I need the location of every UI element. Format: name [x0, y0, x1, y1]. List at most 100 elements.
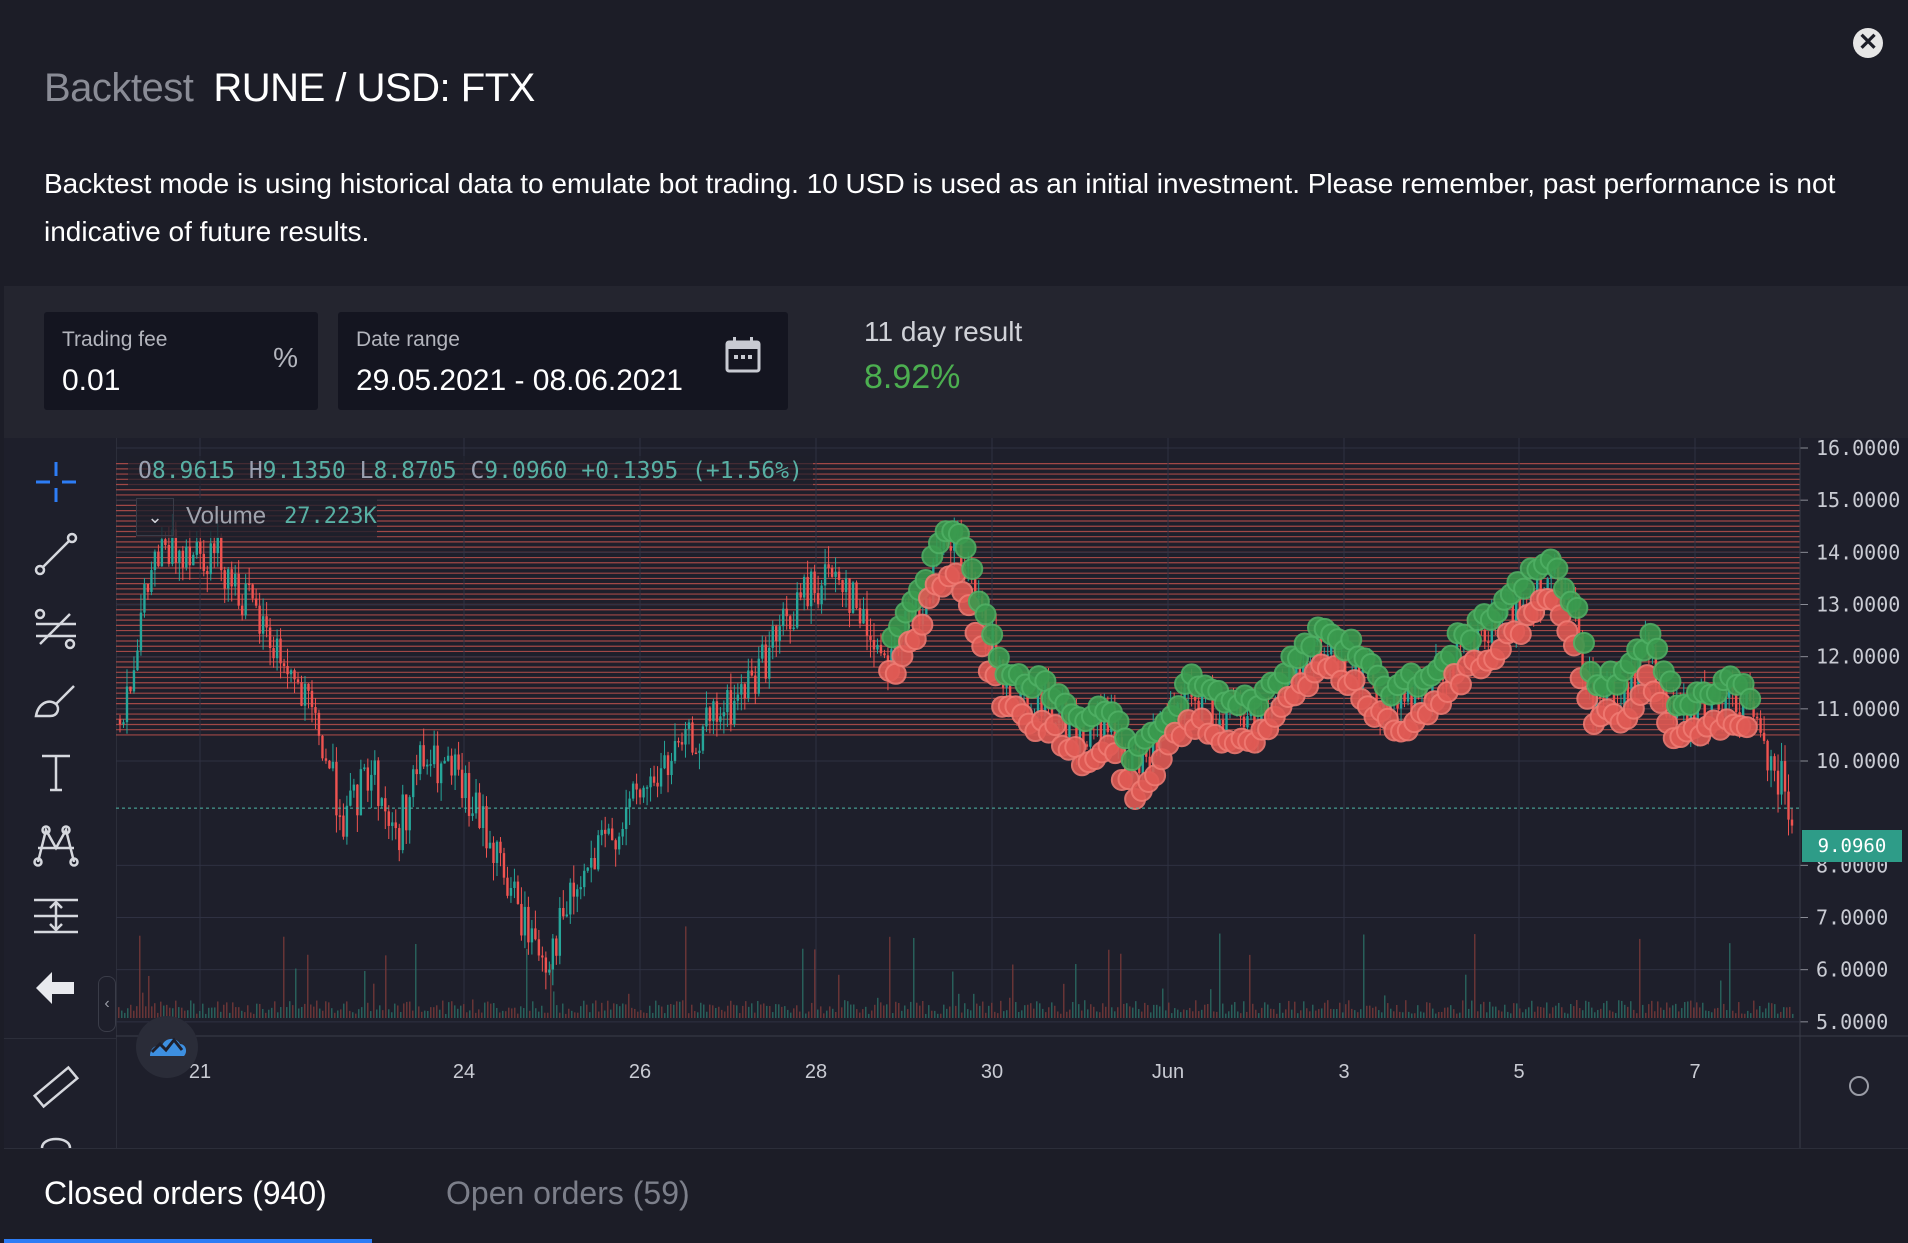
volume-bar [1180, 1012, 1182, 1018]
volume-bar [1096, 1011, 1098, 1018]
volume-bar [730, 1000, 732, 1018]
volume-bar [901, 1010, 903, 1018]
volume-bar [1324, 1002, 1326, 1018]
toolbar-collapse-button[interactable]: ‹ [98, 976, 116, 1032]
crosshair-icon[interactable] [30, 456, 82, 508]
calendar-icon[interactable] [724, 336, 762, 374]
volume-bar [478, 1009, 480, 1018]
measure-range-icon[interactable] [30, 890, 82, 942]
candle-body [359, 769, 363, 816]
tab-closed-orders[interactable]: Closed orders (940) [44, 1175, 327, 1211]
toolbar-divider [4, 1038, 116, 1039]
volume-bar [766, 1005, 768, 1018]
candle-body [638, 789, 642, 798]
candle-body [418, 745, 422, 775]
candle-body [757, 658, 760, 694]
volume-bar [361, 1007, 363, 1018]
candle-body [1776, 770, 1780, 795]
volume-bar [709, 1004, 711, 1018]
candle-body [1511, 597, 1514, 635]
volume-bar [1204, 1004, 1206, 1018]
volume-bar [1507, 1011, 1509, 1018]
volume-bar [1267, 1004, 1269, 1018]
text-tool-icon[interactable] [30, 746, 82, 798]
pattern-tool-icon[interactable] [30, 818, 82, 870]
volume-bar [268, 1009, 270, 1018]
volume-bar [1732, 1010, 1734, 1018]
volume-bar [949, 1006, 951, 1018]
brush-icon[interactable] [30, 674, 82, 726]
volume-bar [787, 1009, 789, 1018]
volume-bar [250, 1012, 252, 1018]
candle-body [237, 573, 240, 606]
volume-bar [142, 992, 144, 1018]
volume-bar [1456, 1013, 1458, 1018]
volume-bar [1558, 1002, 1560, 1018]
tab-open-orders[interactable]: Open orders (59) [446, 1175, 690, 1211]
volume-bar [331, 1008, 333, 1018]
chart-area[interactable]: ‹ 16.0000 15.0000 14.0000 13.0000 12.0000 11.… [4, 438, 1908, 1148]
volume-bar [403, 1003, 405, 1018]
volume-bar [715, 1007, 717, 1018]
volume-bar [1744, 1013, 1746, 1018]
price-chart[interactable]: 16.0000 15.0000 14.0000 13.0000 12.0000 11.00… [116, 438, 1908, 1148]
candle-body [289, 670, 293, 675]
volume-bar [1336, 1009, 1338, 1018]
volume-bar [706, 1011, 708, 1018]
volume-bar [1432, 1008, 1434, 1018]
volume-bar [640, 1010, 642, 1018]
candle-body [541, 955, 544, 958]
volume-bar [1192, 1011, 1194, 1018]
x-tick-label: 21 [189, 1061, 211, 1083]
volume-bar [1411, 1013, 1413, 1018]
volume-bar [316, 1000, 318, 1018]
tradingview-logo-icon[interactable] [136, 1016, 198, 1078]
trading-fee-field[interactable]: Trading fee 0.01 % [44, 312, 318, 410]
volume-bar [511, 1008, 513, 1018]
date-range-input[interactable]: 29.05.2021 - 08.06.2021 [356, 364, 683, 397]
candle-body [705, 707, 708, 727]
volume-bar [1690, 1000, 1692, 1018]
candle-body [122, 722, 125, 725]
volume-bar [781, 1006, 783, 1018]
trading-fee-input[interactable]: 0.01 [62, 364, 121, 397]
close-button[interactable]: ✕ [1853, 28, 1883, 58]
trend-line-icon[interactable] [30, 528, 82, 580]
candle-body [778, 626, 781, 642]
settings-gear-icon[interactable] [1849, 1076, 1869, 1096]
volume-bar [292, 1005, 294, 1018]
volume-bar [859, 1012, 861, 1018]
sell-order-marker [1509, 623, 1532, 646]
volume-bar [724, 1011, 726, 1018]
ruler-icon[interactable] [30, 1062, 82, 1114]
candle-body [656, 782, 659, 787]
candle-body [844, 578, 848, 593]
volume-bar [904, 1005, 906, 1018]
candle-body [841, 579, 844, 593]
candle-body [216, 536, 219, 554]
volume-bar [1144, 1002, 1146, 1018]
chevron-down-icon[interactable]: ⌄ [136, 498, 174, 536]
backtest-modal: ✕ Backtest RUNE / USD: FTX Backtest mode … [4, 0, 1908, 1243]
candle-body [471, 813, 474, 816]
volume-bar [850, 1004, 852, 1018]
candle-body [848, 578, 851, 613]
volume-bar [295, 968, 297, 1018]
volume-bar [394, 1003, 396, 1018]
candle-body [649, 776, 652, 788]
magnet-icon[interactable] [30, 1128, 82, 1148]
candle-body [544, 957, 548, 973]
drawing-toolbar [4, 438, 117, 1148]
candle-body [530, 928, 534, 943]
date-range-field[interactable]: Date range 29.05.2021 - 08.06.2021 [338, 312, 788, 410]
volume-bar [1363, 934, 1365, 1018]
volume-bar [1360, 1009, 1362, 1018]
candle-body [617, 836, 621, 850]
volume-bar [568, 1008, 570, 1018]
back-arrow-icon[interactable] [30, 962, 82, 1014]
volume-bar [406, 1001, 408, 1018]
volume-bar [889, 936, 891, 1018]
volume-bar [1534, 1011, 1536, 1018]
low-value: 8.8705 [373, 458, 457, 484]
fib-tool-icon[interactable] [30, 600, 82, 652]
